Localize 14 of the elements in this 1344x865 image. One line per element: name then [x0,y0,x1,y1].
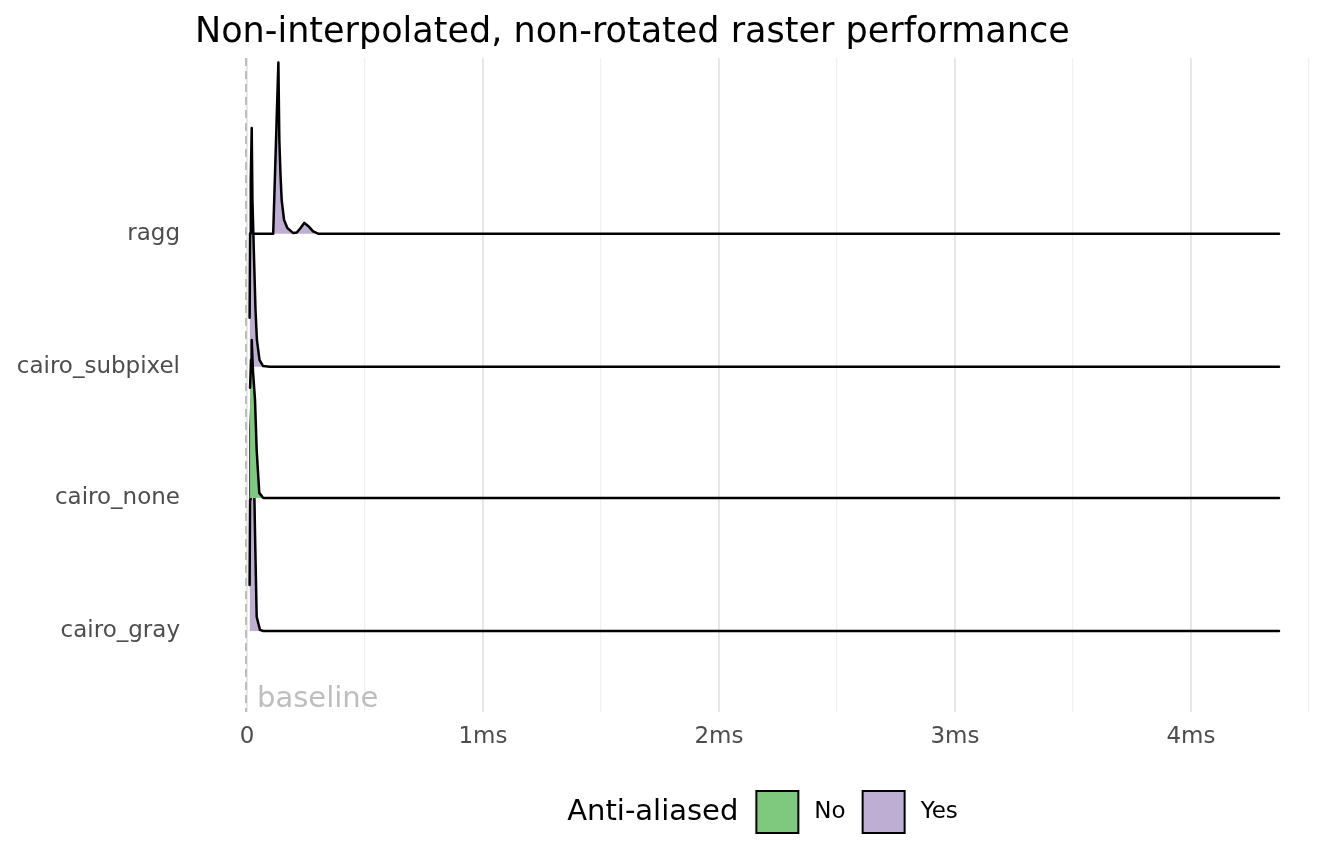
legend-label: Yes [919,796,958,823]
chart-title: Non-interpolated, non-rotated raster performance [195,10,1070,50]
x-tick-label: 2ms [694,721,744,748]
x-tick-label: 1ms [458,721,508,748]
x-tick-label: 4ms [1166,721,1216,748]
text: cairo_none [54,482,180,509]
x-tick-label: 3ms [930,721,980,748]
legend-label: No [814,796,846,823]
x-tick-label: 0 [239,721,255,748]
text: cairo_subpixel [16,351,180,378]
legend-title: Anti-aliased [567,792,739,827]
text: ragg [127,218,180,245]
text: cairo_gray [60,615,180,642]
ref-line-label: baseline [257,680,379,714]
